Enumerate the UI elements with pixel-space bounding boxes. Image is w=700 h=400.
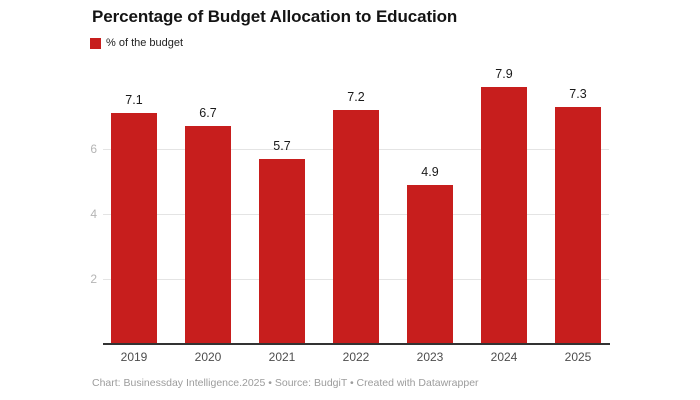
chart-footer: Chart: Businessday Intelligence.2025 • S… xyxy=(92,377,479,389)
x-tick-label-2025: 2025 xyxy=(564,350,592,364)
legend: % of the budget xyxy=(90,37,183,49)
x-tick-label-2021: 2021 xyxy=(268,350,296,364)
value-label-2024: 7.9 xyxy=(495,67,513,81)
y-tick-label-2: 2 xyxy=(90,272,97,286)
legend-label: % of the budget xyxy=(106,37,184,49)
x-tick-label-2020: 2020 xyxy=(194,350,222,364)
x-axis-line xyxy=(103,343,610,345)
legend-swatch-icon xyxy=(90,37,101,49)
y-tick-label-6: 6 xyxy=(90,142,97,156)
bar-2021[interactable] xyxy=(259,159,305,344)
bar-2025[interactable] xyxy=(555,107,601,344)
bar-2022[interactable] xyxy=(333,110,379,344)
bar-2019[interactable] xyxy=(111,113,157,344)
x-tick-label-2024: 2024 xyxy=(490,350,518,364)
value-label-2022: 7.2 xyxy=(347,90,365,104)
chart-title: Percentage of Budget Allocation to Educa… xyxy=(92,7,458,26)
value-label-2021: 5.7 xyxy=(273,139,291,153)
bar-2020[interactable] xyxy=(185,126,231,344)
value-label-2025: 7.3 xyxy=(569,87,587,101)
value-label-2020: 6.7 xyxy=(199,106,217,120)
value-label-2019: 7.1 xyxy=(125,93,143,107)
bar-2024[interactable] xyxy=(481,87,527,344)
x-tick-label-2022: 2022 xyxy=(342,350,370,364)
x-tick-label-2019: 2019 xyxy=(120,350,148,364)
bar-2023[interactable] xyxy=(407,185,453,344)
x-tick-label-2023: 2023 xyxy=(416,350,444,364)
y-tick-label-4: 4 xyxy=(90,207,97,221)
value-label-2023: 4.9 xyxy=(421,165,439,179)
